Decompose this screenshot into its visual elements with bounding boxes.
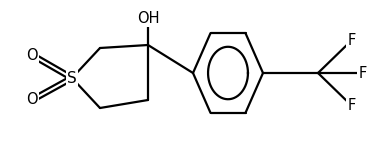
- Text: F: F: [348, 98, 356, 113]
- Text: S: S: [67, 71, 77, 86]
- Text: F: F: [348, 32, 356, 47]
- Text: O: O: [26, 92, 38, 107]
- Text: O: O: [26, 47, 38, 62]
- Text: OH: OH: [137, 10, 159, 25]
- Text: F: F: [359, 66, 367, 81]
